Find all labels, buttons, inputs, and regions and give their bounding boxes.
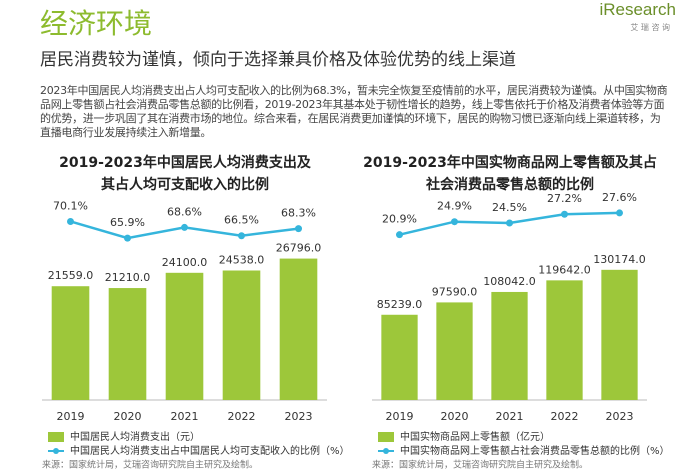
logo: iResearch bbox=[599, 0, 676, 19]
x-tick-label: 2021 bbox=[171, 410, 199, 423]
line-value-label: 65.9% bbox=[110, 216, 145, 229]
legend-label: 中国居民人均消费支出占中国居民人均可支配收入的比例（%） bbox=[70, 444, 350, 457]
line-value-label: 27.6% bbox=[602, 191, 637, 204]
line-value-label: 27.2% bbox=[547, 192, 582, 205]
line-value-label: 24.9% bbox=[437, 200, 472, 213]
x-tick-label: 2019 bbox=[386, 410, 414, 423]
section-title: 经济环境 bbox=[40, 7, 153, 40]
bar bbox=[222, 270, 261, 400]
line-value-label: 70.1% bbox=[53, 199, 88, 212]
line-point bbox=[124, 234, 131, 242]
source: 来源：国家统计局，艾瑞咨询研究院自主研究及绘制。 bbox=[372, 459, 588, 470]
legend-marker bbox=[53, 448, 59, 454]
line-value-label: 68.6% bbox=[167, 205, 202, 218]
bar-value-label: 85239.0 bbox=[377, 298, 423, 311]
x-tick-label: 2020 bbox=[114, 410, 142, 423]
bar-value-label: 24538.0 bbox=[219, 253, 265, 266]
bar bbox=[165, 272, 204, 400]
bar-value-label: 21210.0 bbox=[105, 271, 151, 284]
line-point bbox=[238, 232, 245, 240]
x-tick-label: 2022 bbox=[228, 410, 256, 423]
x-tick-label: 2020 bbox=[441, 410, 469, 423]
subtitle: 居民消费较为谨慎，倾向于选择兼具价格及体验优势的线上渠道 bbox=[40, 50, 516, 70]
bar bbox=[601, 269, 638, 400]
x-tick-label: 2021 bbox=[496, 410, 524, 423]
legend-label: 中国实物商品网上零售额占社会消费品零售总额的比例（%） bbox=[400, 444, 670, 457]
paragraph: 2023年中国居民人均消费支出占人均可支配收入的比例为68.3%，暂未完全恢复至… bbox=[40, 84, 668, 139]
bar bbox=[108, 288, 147, 400]
line-value-label: 66.5% bbox=[224, 214, 259, 227]
legend-label: 中国居民人均消费支出（元） bbox=[70, 430, 200, 443]
line-point bbox=[451, 218, 458, 226]
bar bbox=[546, 280, 583, 400]
bar bbox=[436, 302, 473, 400]
bar bbox=[279, 258, 318, 400]
line-point bbox=[396, 231, 403, 239]
x-tick-label: 2022 bbox=[551, 410, 579, 423]
bar-value-label: 119642.0 bbox=[538, 263, 591, 276]
line-value-label: 24.5% bbox=[492, 201, 527, 214]
line-point bbox=[616, 209, 623, 217]
source: 来源：国家统计局，艾瑞咨询研究院自主研究及绘制。 bbox=[42, 459, 258, 470]
bar-value-label: 108042.0 bbox=[483, 275, 536, 288]
bar-value-label: 26796.0 bbox=[276, 242, 322, 255]
line-point bbox=[67, 217, 74, 225]
bar bbox=[381, 314, 418, 400]
chart-title: 其占人均可支配收入的比例 bbox=[101, 176, 269, 193]
x-tick-label: 2023 bbox=[606, 410, 634, 423]
x-tick-label: 2019 bbox=[57, 410, 85, 423]
bar-value-label: 24100.0 bbox=[162, 256, 208, 269]
line-value-label: 68.3% bbox=[281, 207, 316, 220]
line-value-label: 20.9% bbox=[382, 213, 417, 226]
legend-swatch bbox=[378, 432, 394, 442]
line-point bbox=[295, 225, 302, 233]
bar bbox=[491, 291, 528, 400]
x-tick-label: 2023 bbox=[285, 410, 313, 423]
chart-title: 社会消费品零售总额的比例 bbox=[425, 176, 594, 193]
legend-marker bbox=[383, 448, 389, 454]
line-point bbox=[181, 223, 188, 231]
logo-sub: 艾 瑞 咨 询 bbox=[630, 23, 670, 32]
legend-swatch bbox=[48, 432, 64, 442]
bar bbox=[51, 286, 90, 400]
bar-value-label: 130174.0 bbox=[593, 253, 646, 266]
chart-title: 2019-2023年中国居民人均消费支出及 bbox=[59, 154, 312, 171]
bar-value-label: 97590.0 bbox=[432, 285, 478, 298]
chart-title: 2019-2023年中国实物商品网上零售额及其占 bbox=[363, 154, 657, 171]
line-point bbox=[561, 210, 568, 218]
line-point bbox=[506, 219, 513, 227]
legend-label: 中国实物商品网上零售额（亿元） bbox=[400, 430, 550, 443]
bar-value-label: 21559.0 bbox=[48, 269, 94, 282]
